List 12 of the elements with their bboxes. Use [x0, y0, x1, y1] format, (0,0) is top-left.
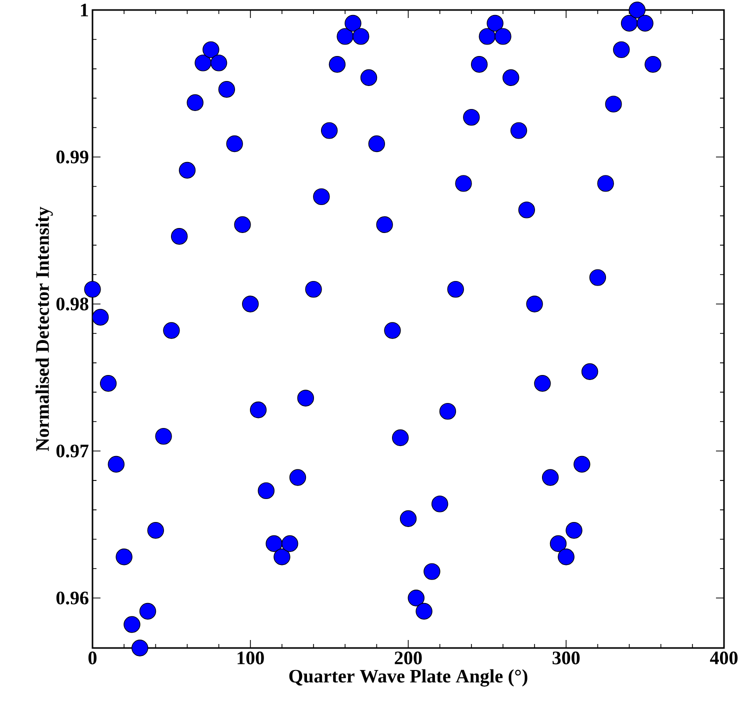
- y-tick-label: 0.96: [56, 592, 88, 604]
- y-axis-title: Normalised Detector Intensity: [36, 206, 53, 452]
- x-tick-label: 200: [394, 652, 422, 664]
- x-tick-label: 400: [710, 652, 738, 664]
- y-tick-label: 1: [80, 4, 88, 16]
- x-axis-title: Quarter Wave Plate Angle (°): [289, 669, 528, 687]
- x-tick-label: 300: [552, 652, 580, 664]
- y-tick-label: 0.97: [56, 444, 89, 458]
- y-tick-label: 0.98: [56, 298, 88, 310]
- x-tick-label: 0: [88, 652, 97, 664]
- x-tick-label: 100: [238, 652, 264, 664]
- y-tick-label: 0.99: [56, 150, 88, 164]
